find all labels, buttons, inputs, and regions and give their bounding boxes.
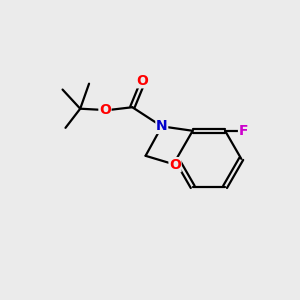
Text: F: F <box>238 124 248 138</box>
Text: O: O <box>169 158 181 172</box>
Text: O: O <box>137 74 148 88</box>
Text: O: O <box>99 103 111 117</box>
Text: N: N <box>156 119 168 134</box>
